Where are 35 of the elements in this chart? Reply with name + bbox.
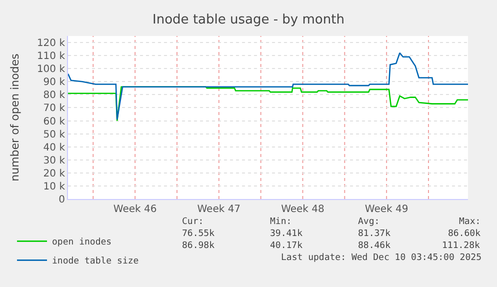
legend-label: inode table size	[52, 256, 139, 267]
text: 111.28k	[442, 241, 481, 251]
y-tick-label: 80 k	[43, 90, 66, 102]
text: 88.46k	[358, 241, 392, 251]
chart-title: Inode table usage - by month	[152, 12, 344, 28]
text: Cur:	[182, 217, 204, 227]
y-tick-label: 50 k	[43, 129, 66, 140]
text: Max:	[459, 217, 481, 227]
text: 81.37k	[358, 229, 392, 239]
text: Min:	[270, 217, 292, 227]
x-tick-label: Week 46	[113, 204, 157, 215]
x-tick-label: Week 49	[364, 204, 408, 215]
y-tick-label: 60 k	[43, 116, 66, 128]
y-tick-label: 120 k	[36, 38, 66, 50]
line-series	[68, 52, 468, 120]
y-tick-label: 0	[58, 194, 65, 206]
text: 40.17k	[270, 241, 304, 251]
y-tick-label: 10 k	[43, 181, 66, 192]
text: 86.98k	[182, 241, 216, 251]
y-tick-label: 100 k	[36, 64, 66, 76]
y-tick-label: 110 k	[36, 51, 66, 62]
y-tick-label: 20 k	[43, 168, 66, 180]
y-tick-label: 40 k	[43, 142, 66, 154]
legend-label: open inodes	[52, 238, 112, 248]
text: 86.60k	[448, 229, 482, 239]
text: 76.55k	[182, 229, 216, 239]
text: 39.41k	[270, 229, 304, 239]
text: Last update: Wed Dec 10 03:45:00 2025	[281, 253, 482, 263]
y-axis-title: number of open inodes	[8, 53, 22, 182]
y-tick-label: 90 k	[43, 77, 66, 88]
y-tick-label: 70 k	[43, 103, 66, 114]
x-tick-label: Week 48	[281, 204, 324, 215]
y-tick-label: 30 k	[43, 155, 66, 166]
text: Avg:	[358, 217, 380, 227]
x-tick-label: Week 47	[197, 204, 241, 215]
